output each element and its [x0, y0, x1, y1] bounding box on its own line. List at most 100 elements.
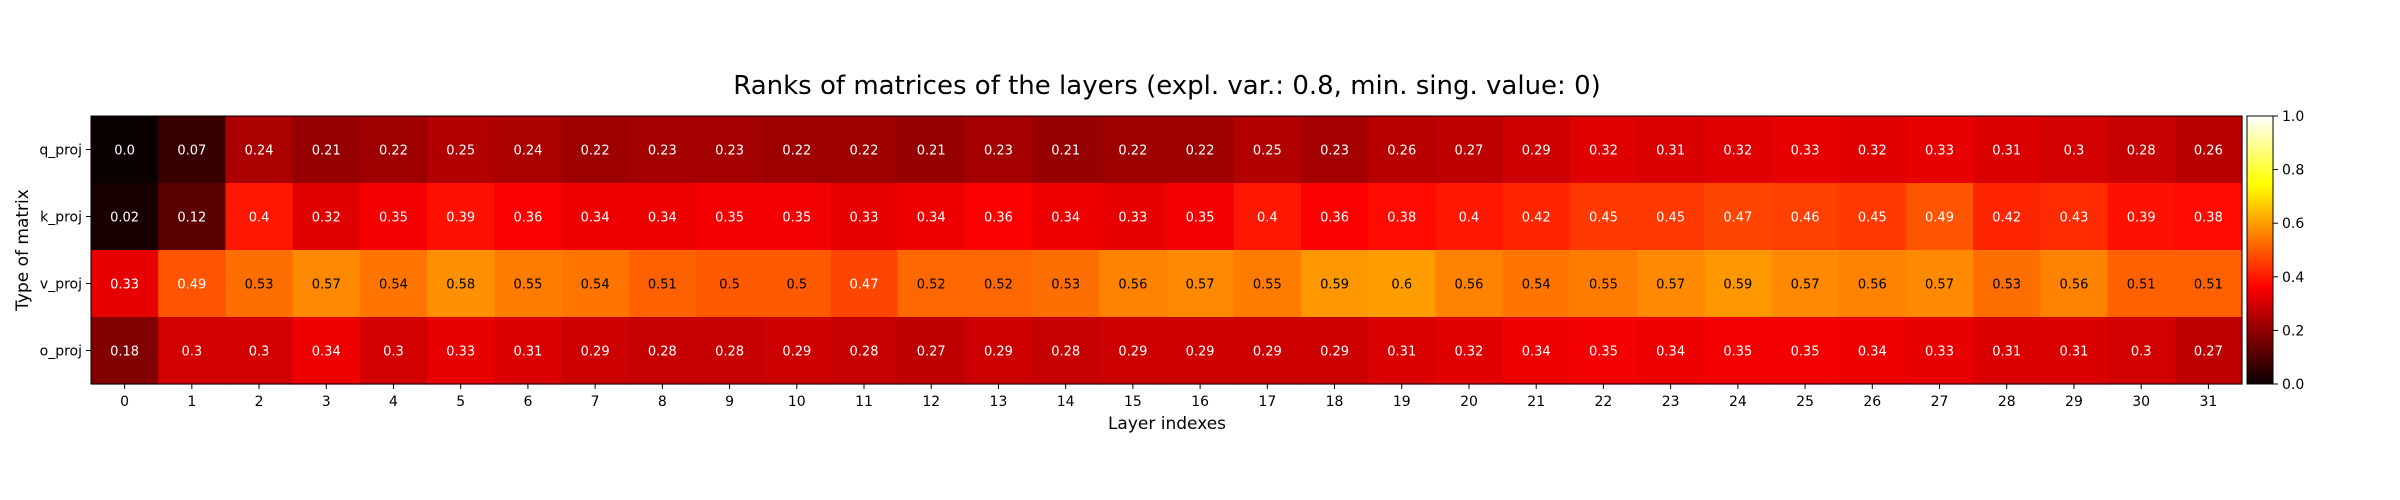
cell-value-label: 0.31: [513, 345, 542, 360]
x-tick-label: 3: [322, 394, 331, 410]
heatmap-cell: [695, 183, 764, 251]
cell-value-label: 0.34: [581, 211, 610, 226]
y-tick-label: o_proj: [40, 344, 82, 360]
cell-value-label: 0.52: [917, 278, 946, 293]
cell-value-label: 0.53: [1051, 278, 1080, 293]
heatmap-cell: [1032, 183, 1100, 251]
x-tick-label: 0: [120, 394, 129, 410]
heatmap-cell: [1166, 116, 1235, 184]
x-tick-label: 16: [1191, 394, 1209, 410]
colorbar-tick-label: 1.0: [2282, 109, 2304, 125]
heatmap-cell: [897, 250, 966, 318]
heatmap-cell: [1368, 250, 1436, 318]
y-tick-label: v_proj: [40, 277, 82, 293]
heatmap-cell: [830, 183, 899, 251]
heatmap-cell: [1838, 183, 1907, 251]
heatmap-cell: [897, 116, 966, 184]
cell-value-label: 0.28: [1051, 345, 1080, 360]
cell-value-label: 0.3: [2064, 144, 2085, 159]
cell-value-label: 0.59: [1320, 278, 1349, 293]
heatmap-cell: [1973, 116, 2041, 184]
cell-value-label: 0.5: [719, 278, 740, 293]
heatmap-cell: [2040, 317, 2109, 385]
heatmap-cell: [91, 250, 159, 318]
heatmap-cell: [1300, 250, 1369, 318]
heatmap-cell: [1233, 250, 1302, 318]
cell-value-label: 0.3: [249, 345, 270, 360]
heatmap-cell: [763, 183, 832, 251]
heatmap-cell: [628, 183, 697, 251]
x-tick-label: 26: [1863, 394, 1881, 410]
cell-value-label: 0.22: [379, 144, 408, 159]
x-axis-ticks: 0 1 2 3 4 5 6 7 8 9 10 11 12 13 14 15 16 17 18 19 20 21 22 23 24…: [120, 384, 2217, 410]
cell-value-label: 0.28: [850, 345, 879, 360]
heatmap-cell: [292, 250, 361, 318]
cell-value-label: 0.47: [1723, 211, 1752, 226]
cell-value-label: 0.34: [917, 211, 946, 226]
heatmap-cell: [1838, 116, 1907, 184]
x-tick-label: 18: [1326, 394, 1344, 410]
heatmap-cell: [1099, 116, 1168, 184]
cell-value-label: 0.34: [1522, 345, 1551, 360]
cell-value-label: 0.21: [1051, 144, 1080, 159]
cell-value-label: 0.29: [782, 345, 811, 360]
x-tick-label: 25: [1796, 394, 1814, 410]
cell-value-label: 0.6: [1391, 278, 1412, 293]
x-tick-label: 5: [456, 394, 465, 410]
heatmap-cell: [91, 317, 159, 385]
cell-value-label: 0.25: [446, 144, 475, 159]
heatmap-cell: [695, 317, 764, 385]
x-tick-label: 15: [1124, 394, 1142, 410]
heatmap-cell: [494, 317, 563, 385]
heatmap-cell: [2107, 116, 2176, 184]
cell-value-label: 0.26: [2194, 144, 2223, 159]
cell-value-label: 0.23: [1320, 144, 1349, 159]
cell-value-label: 0.45: [1589, 211, 1618, 226]
colorbar-tick-label: 0.6: [2282, 216, 2304, 232]
cell-value-label: 0.31: [1992, 144, 2021, 159]
heatmap-cell: [1502, 250, 1571, 318]
heatmap-cell: [964, 183, 1033, 251]
heatmap-cell: [561, 317, 630, 385]
heatmap-cell: [359, 183, 428, 251]
heatmap-cell: [1569, 183, 1638, 251]
colorbar: [2247, 116, 2273, 384]
heatmap-cell: [1368, 116, 1436, 184]
heatmap-cell: [2040, 116, 2109, 184]
x-tick-label: 7: [591, 394, 600, 410]
colorbar-tick-label: 0.4: [2282, 270, 2304, 286]
heatmap-cell: [427, 116, 495, 184]
x-tick-label: 14: [1057, 394, 1075, 410]
heatmap-cell: [628, 116, 697, 184]
heatmap-cell: [494, 116, 563, 184]
cell-value-label: 0.36: [1320, 211, 1349, 226]
heatmap-cell: [1502, 317, 1571, 385]
y-axis-ticks: q_proj k_proj v_proj o_proj: [39, 143, 91, 360]
heatmap-cell: [292, 116, 361, 184]
heatmap-cell: [2040, 250, 2109, 318]
heatmap-cell: [1233, 317, 1302, 385]
x-tick-label: 30: [2132, 394, 2150, 410]
heatmap-cell: [1704, 250, 1773, 318]
cell-value-label: 0.5: [786, 278, 807, 293]
cell-value-label: 0.55: [1253, 278, 1282, 293]
cell-value-label: 0.33: [850, 211, 879, 226]
cell-value-label: 0.42: [1522, 211, 1551, 226]
heatmap-cell: [964, 250, 1033, 318]
cell-value-label: 0.12: [177, 211, 206, 226]
y-axis-label: Type of matrix: [13, 189, 33, 312]
heatmap-cell: [1368, 183, 1436, 251]
cell-value-label: 0.32: [1723, 144, 1752, 159]
y-tick-label: q_proj: [39, 143, 82, 159]
heatmap-cell: [359, 250, 428, 318]
cell-value-label: 0.53: [1992, 278, 2021, 293]
cell-value-label: 0.56: [1858, 278, 1887, 293]
cell-value-label: 0.24: [513, 144, 542, 159]
cell-value-label: 0.3: [2131, 345, 2152, 360]
x-tick-label: 1: [187, 394, 196, 410]
x-tick-label: 8: [658, 394, 667, 410]
heatmap-cell: [1973, 183, 2041, 251]
heatmap-cell: [1166, 317, 1235, 385]
heatmap-cell: [1569, 250, 1638, 318]
heatmap-cell: [1838, 317, 1907, 385]
